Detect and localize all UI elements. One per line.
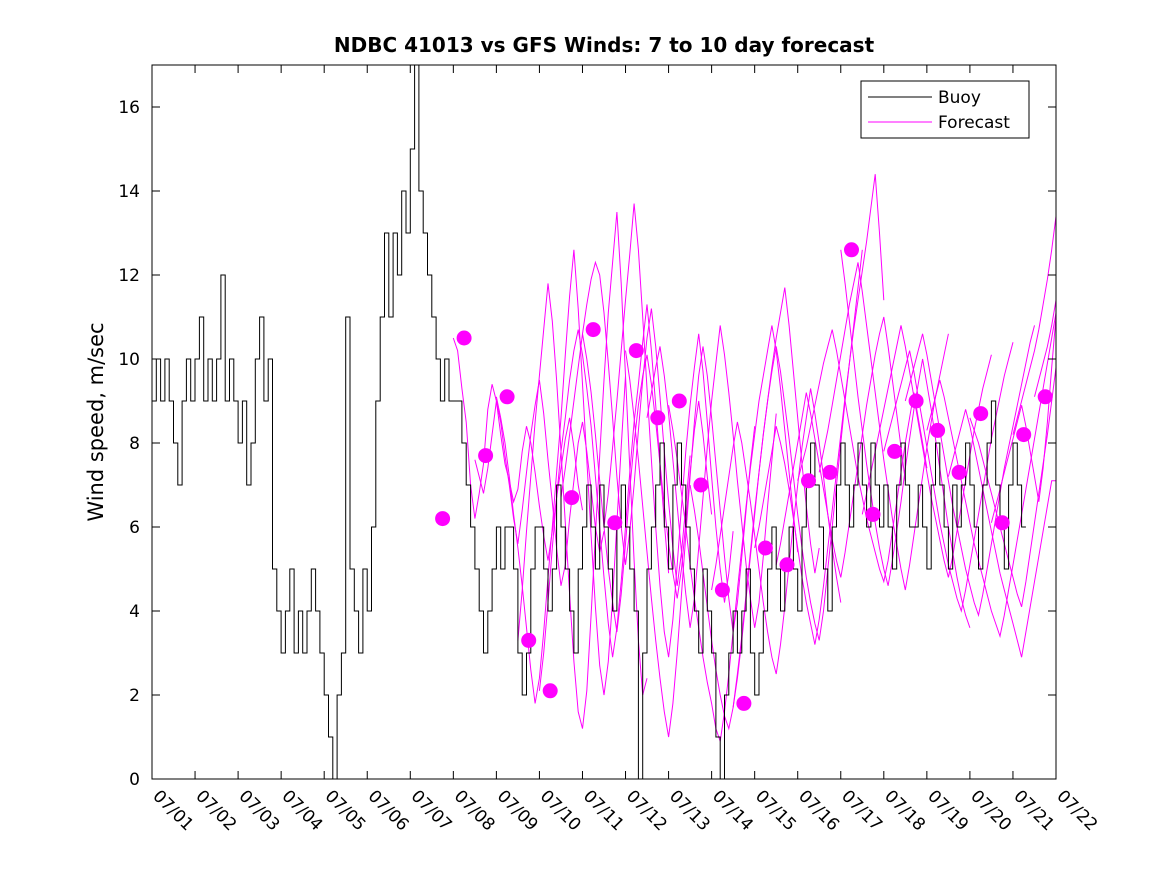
forecast-run-line (990, 316, 1056, 523)
x-tick-label: 07/03 (235, 786, 284, 835)
forecast-marker (585, 322, 601, 338)
x-tick-label: 07/17 (837, 786, 886, 835)
forecast-run-line (495, 249, 626, 704)
forecast-run-line (775, 316, 906, 578)
forecast-marker (865, 506, 881, 522)
y-tick-label: 6 (129, 518, 140, 538)
forecast-marker (951, 464, 967, 480)
forecast-run-line (1012, 216, 1056, 435)
forecast-marker (930, 422, 946, 438)
forecast-marker (887, 443, 903, 459)
legend-forecast-label: Forecast (938, 113, 1010, 133)
plot-area (152, 65, 1056, 779)
forecast-marker (973, 406, 989, 422)
x-tick-label: 07/15 (751, 786, 800, 835)
x-tick-label: 07/01 (148, 786, 197, 835)
chart-title: NDBC 41013 vs GFS Winds: 7 to 10 day for… (334, 33, 875, 57)
forecast-marker (779, 557, 795, 573)
forecast-run-line (603, 203, 734, 658)
y-tick-label: 14 (118, 182, 140, 202)
y-tick-label: 10 (118, 350, 140, 370)
forecast-marker (435, 511, 451, 527)
x-tick-label: 07/13 (665, 786, 714, 835)
forecast-marker (822, 464, 838, 480)
forecast-run-line (538, 304, 670, 691)
forecast-marker (714, 582, 730, 598)
legend-buoy-label: Buoy (938, 88, 981, 108)
forecast-marker (908, 393, 924, 409)
plot-frame (151, 64, 1057, 780)
x-tick-label: 07/20 (966, 786, 1015, 835)
forecast-run-line (969, 367, 1056, 607)
legend: Buoy Forecast (860, 80, 1030, 139)
x-tick-label: 07/19 (923, 786, 972, 835)
x-tick-label: 07/10 (536, 786, 585, 835)
forecast-marker (1016, 427, 1032, 443)
forecast-marker (499, 389, 515, 405)
forecast-marker (994, 515, 1010, 531)
forecast-run-line (646, 325, 777, 628)
x-tick-label: 07/08 (450, 786, 499, 835)
forecast-marker (693, 477, 709, 493)
forecast-marker (607, 515, 623, 531)
x-tick-label: 07/09 (493, 786, 542, 835)
forecast-marker (1037, 389, 1053, 405)
legend-box (860, 80, 1030, 139)
x-tick-label: 07/04 (278, 786, 327, 835)
forecast-run-line (947, 409, 1056, 658)
x-tick-label: 07/14 (708, 786, 757, 835)
forecast-marker (671, 393, 687, 409)
x-tick-label: 07/18 (880, 786, 929, 835)
forecast-marker (478, 448, 494, 464)
forecast-run-line (452, 337, 583, 561)
forecast-run-line (926, 312, 1056, 639)
forecast-marker (456, 330, 472, 346)
x-tick-label: 07/02 (192, 786, 241, 835)
series-layer (152, 65, 1056, 779)
forecast-run-line (711, 388, 842, 675)
y-tick-label: 0 (129, 770, 140, 790)
forecast-marker (628, 343, 644, 359)
x-tick-label: 07/05 (321, 786, 370, 835)
x-tick-label: 07/11 (579, 786, 628, 835)
x-tick-label: 07/16 (794, 786, 843, 835)
x-tick-label: 07/07 (407, 786, 456, 835)
forecast-marker (757, 540, 773, 556)
x-tick-label: 07/21 (1009, 786, 1058, 835)
forecast-marker (844, 242, 859, 258)
forecast-run-line (517, 211, 648, 729)
forecast-run-line (904, 325, 1035, 618)
forecast-run-line (754, 174, 885, 645)
y-tick-label: 4 (129, 602, 140, 622)
forecast-marker (650, 410, 666, 426)
forecast-run-line (1034, 300, 1056, 397)
forecast-marker (564, 490, 580, 506)
y-tick-label: 8 (129, 434, 140, 454)
x-tick-label: 07/22 (1052, 786, 1101, 835)
x-tick-label: 07/12 (622, 786, 671, 835)
y-tick-label: 16 (118, 98, 140, 118)
y-axis-label: Wind speed, m/sec (84, 322, 108, 521)
forecast-marker (521, 632, 537, 648)
forecast-marker (801, 473, 816, 489)
buoy-line (152, 65, 1026, 779)
x-tick-label: 07/06 (364, 786, 413, 835)
y-tick-label: 12 (118, 266, 140, 286)
forecast-marker (736, 695, 752, 711)
y-tick-label: 2 (129, 686, 140, 706)
forecast-marker (542, 683, 558, 699)
